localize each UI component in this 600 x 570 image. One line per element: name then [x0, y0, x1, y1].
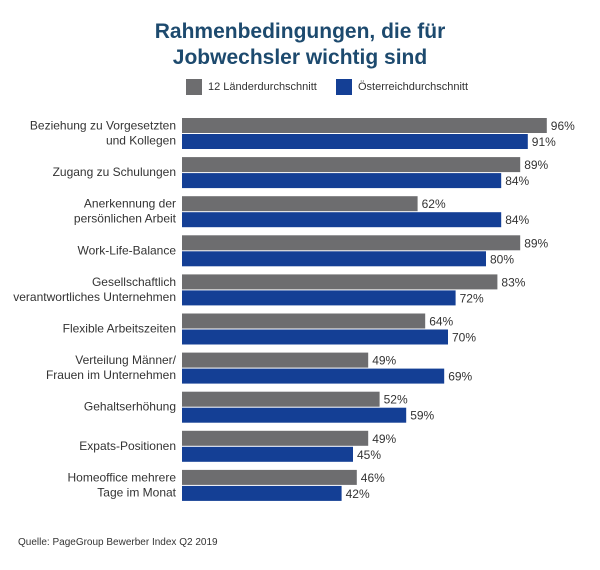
category-label: persönlichen Arbeit: [74, 212, 177, 226]
bar-series2: [182, 290, 456, 306]
category-label: Gesellschaftlich: [92, 275, 176, 289]
data-label: 69%: [448, 370, 472, 384]
category-label: Gehaltserhöhung: [84, 400, 176, 414]
bar-series1: [182, 118, 547, 133]
data-label: 89%: [524, 158, 548, 172]
category-label: Expats-Positionen: [79, 439, 176, 453]
chart-title-line1: Rahmenbedingungen, die für: [154, 20, 446, 43]
bar-series2: [182, 251, 486, 267]
data-label: 59%: [410, 409, 434, 423]
bar-series1: [182, 235, 521, 251]
bar-series2: [182, 446, 353, 462]
category-label: Verteilung Männer/: [75, 353, 176, 367]
bar-series1: [182, 352, 369, 368]
bar-series1: [182, 391, 380, 407]
data-label: 64%: [429, 315, 453, 329]
bar-series2: [182, 368, 445, 384]
data-label: 49%: [372, 432, 396, 446]
data-label: 84%: [505, 174, 529, 188]
category-label: Flexible Arbeitszeiten: [63, 322, 176, 336]
data-label: 96%: [551, 119, 575, 133]
legend-item-series1: 12 Länderdurchschnitt: [186, 79, 317, 95]
category-label: Zugang zu Schulungen: [53, 165, 176, 179]
category-label: Frauen im Unternehmen: [46, 368, 176, 382]
data-label: 89%: [524, 236, 548, 250]
data-label: 80%: [490, 252, 514, 266]
bar-series2: [182, 407, 407, 423]
category-label: Homeoffice mehrere: [68, 470, 177, 484]
source-note: Quelle: PageGroup Bewerber Index Q2 2019: [18, 537, 218, 548]
data-label: 46%: [361, 471, 385, 485]
legend-swatch-series1: [186, 79, 202, 95]
bar-series2: [182, 134, 528, 149]
bar-series2: [182, 173, 502, 189]
bar-series1: [182, 274, 498, 290]
bar-series2: [182, 212, 502, 228]
category-label: Work-Life-Balance: [78, 243, 177, 257]
data-label: 52%: [384, 393, 408, 407]
category-label: verantwortliches Unternehmen: [13, 290, 176, 304]
bar-series1: [182, 469, 357, 485]
bar-series1: [182, 313, 426, 329]
bar-series2: [182, 485, 342, 501]
data-label: 84%: [505, 213, 529, 227]
data-label: 91%: [532, 135, 556, 149]
legend-swatch-series2: [336, 79, 352, 95]
data-label: 72%: [460, 291, 484, 305]
bar-series1: [182, 157, 521, 173]
chart-title-line2: Jobwechsler wichtig sind: [172, 46, 428, 69]
bar-series2: [182, 329, 448, 345]
category-label: Beziehung zu Vorgesetzten: [30, 119, 176, 133]
bar-series1: [182, 430, 369, 446]
data-label: 83%: [501, 275, 525, 289]
data-label: 49%: [372, 354, 396, 368]
legend-label-series2: Österreichdurchschnitt: [358, 81, 469, 93]
category-label: und Kollegen: [106, 134, 176, 148]
data-label: 70%: [452, 331, 476, 345]
data-label: 42%: [346, 487, 370, 501]
category-label: Tage im Monat: [97, 485, 176, 499]
bar-series1: [182, 196, 418, 212]
legend-label-series1: 12 Länderdurchschnitt: [208, 81, 317, 93]
legend-item-series2: Österreichdurchschnitt: [336, 79, 468, 95]
category-label: Anerkennung der: [84, 197, 176, 211]
data-label: 62%: [422, 197, 446, 211]
data-label: 45%: [357, 448, 381, 462]
